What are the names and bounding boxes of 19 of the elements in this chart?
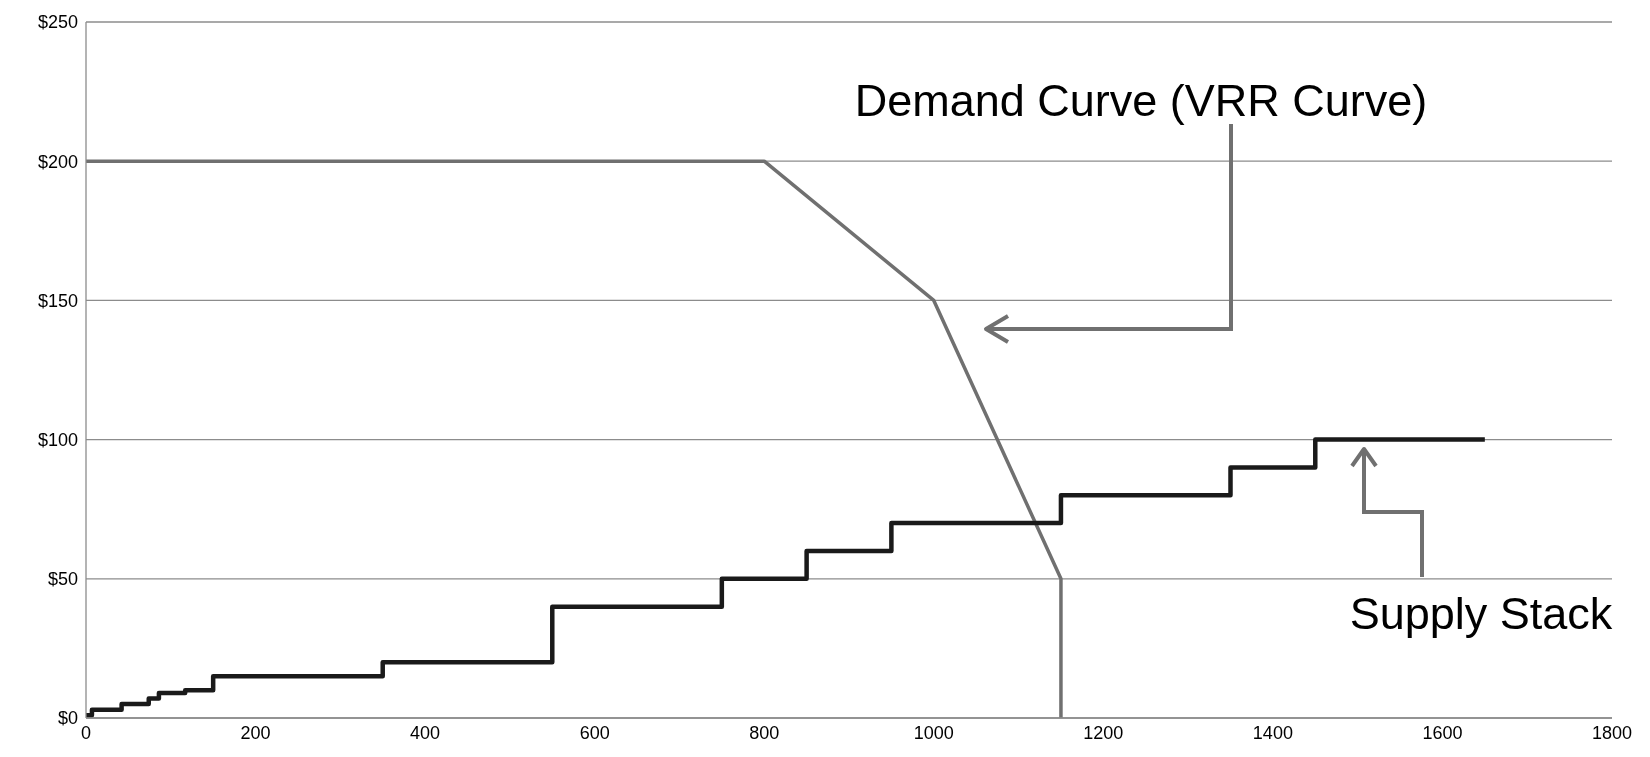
- y-tick-label: $50: [47, 569, 78, 590]
- x-tick-label: 1800: [1591, 722, 1633, 743]
- x-tick-label: 800: [749, 722, 780, 743]
- x-tick-label: 1200: [1083, 722, 1124, 743]
- y-tick-label: $150: [37, 290, 78, 311]
- y-tick-label: $250: [37, 12, 78, 33]
- line-series: [86, 159, 1063, 718]
- x-tick-label: 1000: [913, 722, 954, 743]
- x-tick-label: 1400: [1252, 722, 1293, 743]
- y-tick-label: $0: [57, 708, 78, 729]
- annotation: Demand Curve (VRR Curve): [854, 75, 1428, 126]
- x-tick-label: 400: [410, 722, 441, 743]
- x-tick-label: 0: [80, 722, 92, 743]
- x-tick-label: 200: [240, 722, 271, 743]
- annotation: Supply Stack: [1349, 588, 1613, 639]
- y-tick-label: $200: [37, 151, 78, 172]
- y-tick-label: $100: [37, 429, 78, 450]
- x-tick-label: 1600: [1422, 722, 1463, 743]
- x-tick-label: 600: [579, 722, 610, 743]
